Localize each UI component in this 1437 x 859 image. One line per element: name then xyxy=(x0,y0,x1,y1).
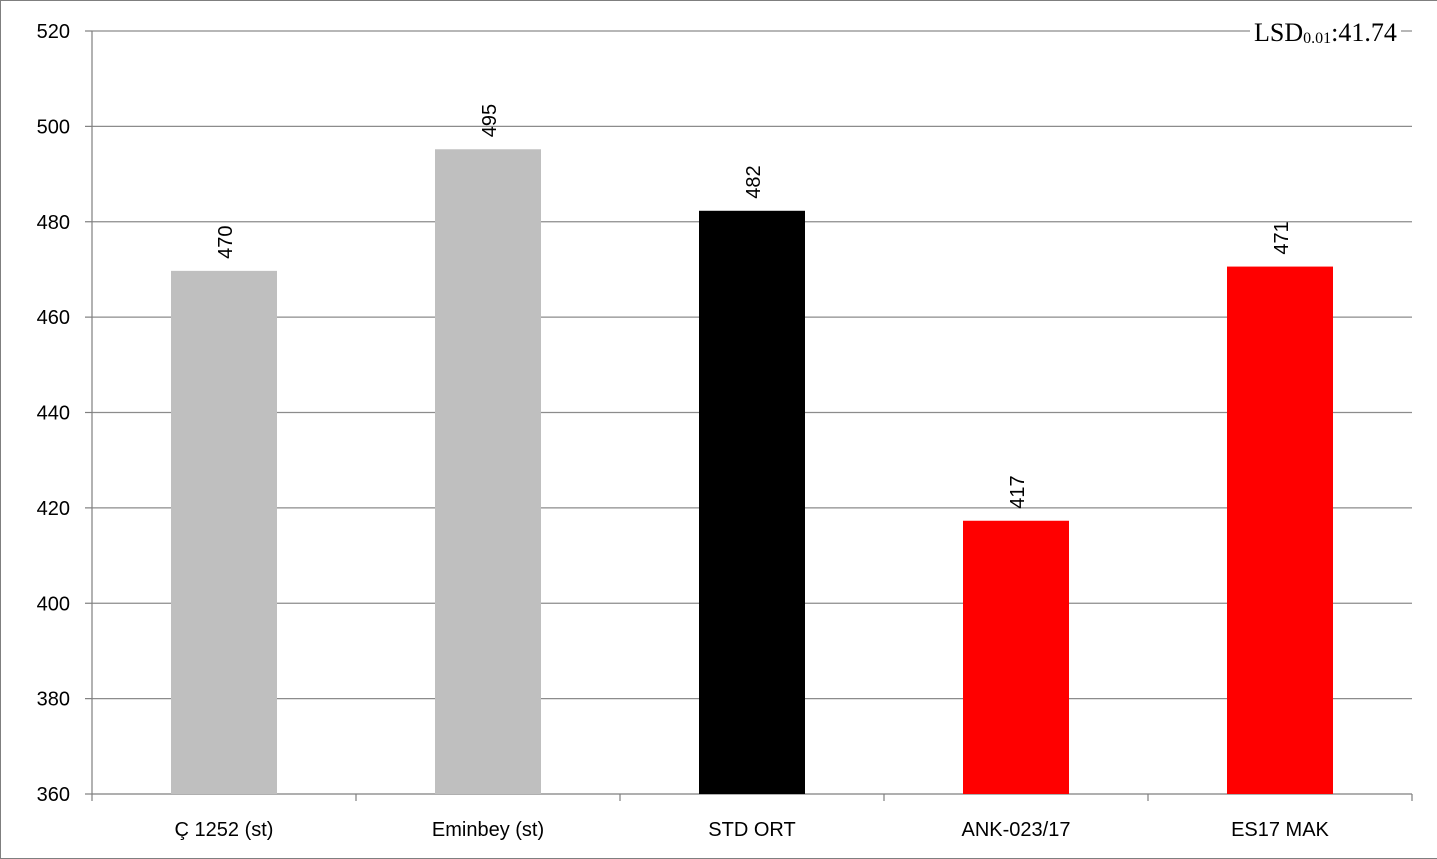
bars xyxy=(171,149,1333,795)
data-label: 495 xyxy=(479,104,501,137)
y-tick-labels: 360 380 400 420 440 460 480 500 520 xyxy=(37,21,70,806)
x-tick-label: Ç 1252 (st) xyxy=(175,819,274,841)
data-label: 470 xyxy=(215,225,237,258)
y-tick-label: 380 xyxy=(37,689,70,711)
x-tick-label: Eminbey (st) xyxy=(432,819,544,841)
lsd-value: :41.74 xyxy=(1331,18,1397,47)
x-tick-label: ES17 MAK xyxy=(1231,819,1329,841)
y-tick-label: 400 xyxy=(37,593,70,615)
x-tick-labels: Ç 1252 (st) Eminbey (st) STD ORT ANK-023/17… xyxy=(175,819,1330,841)
data-label: 417 xyxy=(1007,475,1029,508)
lsd-subscript: 0.01 xyxy=(1303,30,1332,47)
y-tick-label: 360 xyxy=(37,784,70,806)
lsd-annotation: LSD0.01:41.74 xyxy=(1250,16,1401,56)
x-tick-label: STD ORT xyxy=(708,819,795,841)
y-tick-label: 420 xyxy=(37,498,70,520)
y-tick-label: 500 xyxy=(37,116,70,138)
bar xyxy=(1227,266,1333,794)
lsd-main: LSD xyxy=(1254,18,1304,47)
y-tick-label: 440 xyxy=(37,403,70,425)
bar xyxy=(435,149,541,794)
y-tick-label: 460 xyxy=(37,307,70,329)
data-labels: 470 495 482 417 471 xyxy=(215,104,1293,509)
bar xyxy=(171,270,277,794)
bar xyxy=(963,520,1069,794)
y-tick-label: 480 xyxy=(37,212,70,234)
data-label: 471 xyxy=(1271,221,1293,254)
data-label: 482 xyxy=(743,165,765,198)
y-tick-label: 520 xyxy=(37,21,70,43)
x-tick-label: ANK-023/17 xyxy=(962,819,1071,841)
bar xyxy=(699,210,805,795)
